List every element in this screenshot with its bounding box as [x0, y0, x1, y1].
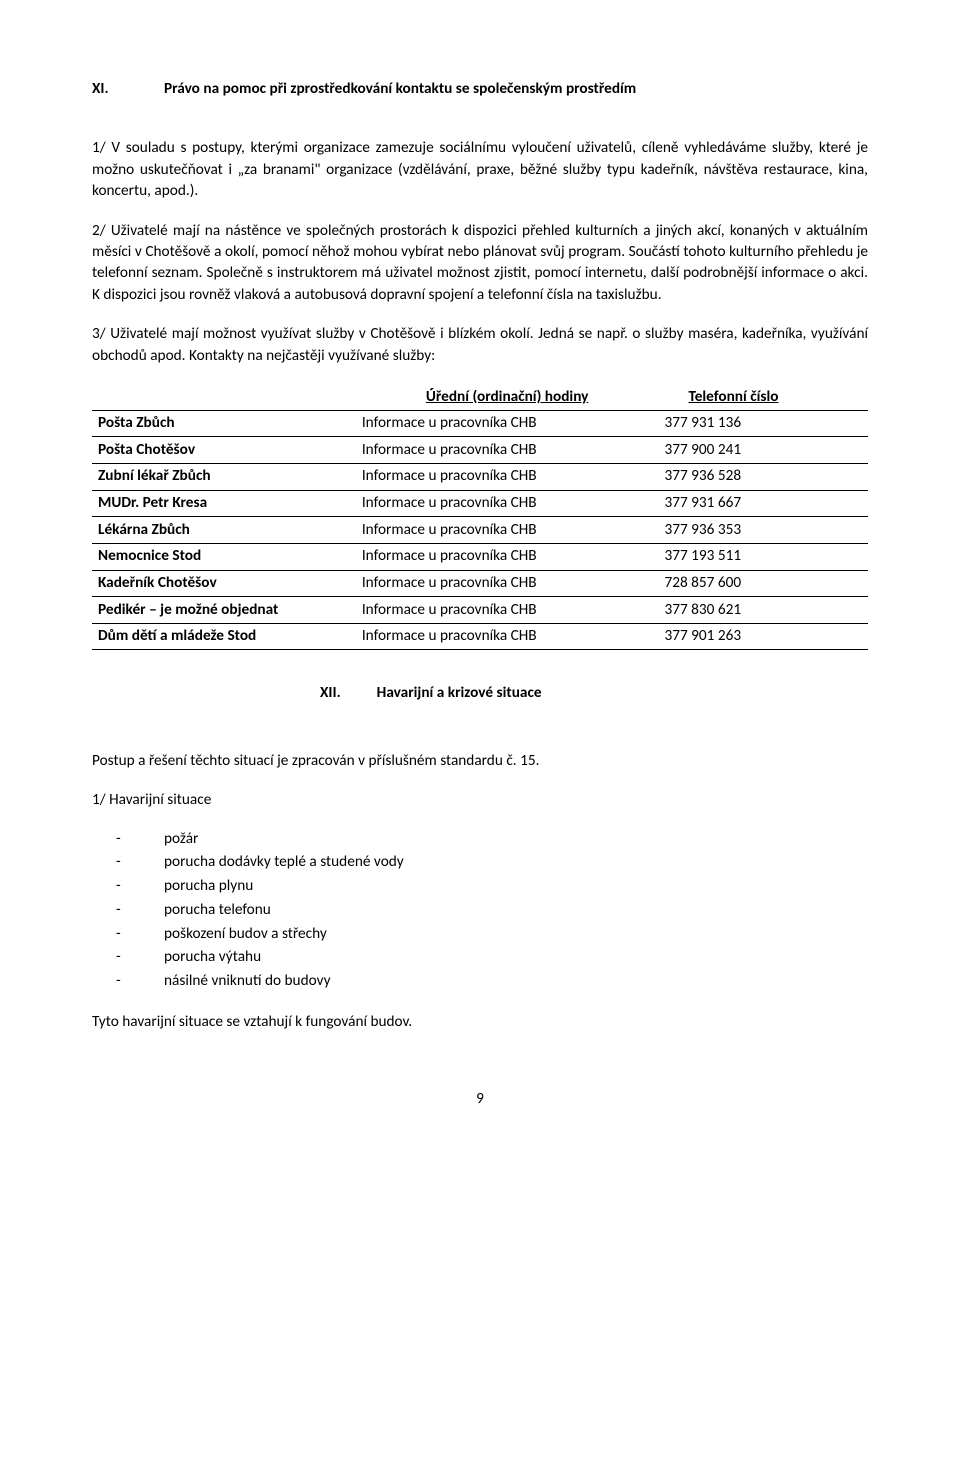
list-item: porucha telefonu: [92, 898, 868, 922]
header-phone: Telefonní číslo: [658, 384, 868, 410]
list-item: požár: [92, 827, 868, 851]
list-item: porucha dodávky teplé a studené vody: [92, 850, 868, 874]
heading2-title: Havarijní a krizové situace: [377, 683, 542, 702]
cell-phone: 377 193 511: [658, 543, 868, 570]
paragraph-1: 1/ V souladu s postupy, kterými organiza…: [92, 137, 868, 201]
heading-number: XI.: [92, 78, 164, 99]
list-item: porucha výtahu: [92, 945, 868, 969]
cell-phone: 377 901 263: [658, 623, 868, 650]
table-row: Zubní lékař ZbůchInformace u pracovníka …: [92, 463, 868, 490]
cell-hours: Informace u pracovníka CHB: [356, 517, 659, 544]
heading-title: Právo na pomoc při zprostředkování konta…: [164, 79, 636, 98]
list-item: násilné vniknutí do budovy: [92, 969, 868, 993]
cell-name: Pošta Chotěšov: [92, 437, 356, 464]
cell-phone: 377 936 353: [658, 517, 868, 544]
cell-hours: Informace u pracovníka CHB: [356, 597, 659, 624]
emergency-list: požárporucha dodávky teplé a studené vod…: [92, 827, 868, 993]
table-row: Dům dětí a mládeže StodInformace u praco…: [92, 623, 868, 650]
cell-phone: 377 900 241: [658, 437, 868, 464]
page-number: 9: [92, 1088, 868, 1109]
table-header-row: Úřední (ordinační) hodiny Telefonní čísl…: [92, 384, 868, 410]
paragraph-4: Postup a řešení těchto situací je zpraco…: [92, 750, 868, 771]
list-item: poškození budov a střechy: [92, 922, 868, 946]
cell-hours: Informace u pracovníka CHB: [356, 570, 659, 597]
heading2-number: XII.: [320, 682, 341, 703]
paragraph-5: Tyto havarijní situace se vztahují k fun…: [92, 1011, 868, 1032]
cell-hours: Informace u pracovníka CHB: [356, 437, 659, 464]
subheading-1: 1/ Havarijní situace: [92, 789, 868, 810]
table-row: Pošta ChotěšovInformace u pracovníka CHB…: [92, 437, 868, 464]
cell-phone: 728 857 600: [658, 570, 868, 597]
table-row: Lékárna ZbůchInformace u pracovníka CHB3…: [92, 517, 868, 544]
cell-hours: Informace u pracovníka CHB: [356, 410, 659, 437]
table-row: MUDr. Petr KresaInformace u pracovníka C…: [92, 490, 868, 517]
cell-phone: 377 931 667: [658, 490, 868, 517]
cell-phone: 377 936 528: [658, 463, 868, 490]
cell-hours: Informace u pracovníka CHB: [356, 623, 659, 650]
table-row: Kadeřník ChotěšovInformace u pracovníka …: [92, 570, 868, 597]
cell-hours: Informace u pracovníka CHB: [356, 490, 659, 517]
contacts-table: Úřední (ordinační) hodiny Telefonní čísl…: [92, 384, 868, 650]
paragraph-3: 3/ Uživatelé mají možnost využívat služb…: [92, 323, 868, 366]
section-heading-xi: XI.Právo na pomoc při zprostředkování ko…: [92, 78, 868, 99]
table-row: Pedikér – je možné objednatInformace u p…: [92, 597, 868, 624]
cell-name: Zubní lékař Zbůch: [92, 463, 356, 490]
section-heading-xii: XII. Havarijní a krizové situace: [92, 682, 868, 703]
header-hours: Úřední (ordinační) hodiny: [356, 384, 659, 410]
cell-name: Nemocnice Stod: [92, 543, 356, 570]
cell-name: Pedikér – je možné objednat: [92, 597, 356, 624]
cell-name: MUDr. Petr Kresa: [92, 490, 356, 517]
paragraph-2: 2/ Uživatelé mají na nástěnce ve společn…: [92, 220, 868, 306]
table-row: Pošta ZbůchInformace u pracovníka CHB377…: [92, 410, 868, 437]
header-empty: [92, 384, 356, 410]
cell-name: Dům dětí a mládeže Stod: [92, 623, 356, 650]
cell-name: Lékárna Zbůch: [92, 517, 356, 544]
cell-phone: 377 830 621: [658, 597, 868, 624]
cell-name: Pošta Zbůch: [92, 410, 356, 437]
table-row: Nemocnice StodInformace u pracovníka CHB…: [92, 543, 868, 570]
cell-phone: 377 931 136: [658, 410, 868, 437]
cell-name: Kadeřník Chotěšov: [92, 570, 356, 597]
cell-hours: Informace u pracovníka CHB: [356, 463, 659, 490]
list-item: porucha plynu: [92, 874, 868, 898]
cell-hours: Informace u pracovníka CHB: [356, 543, 659, 570]
